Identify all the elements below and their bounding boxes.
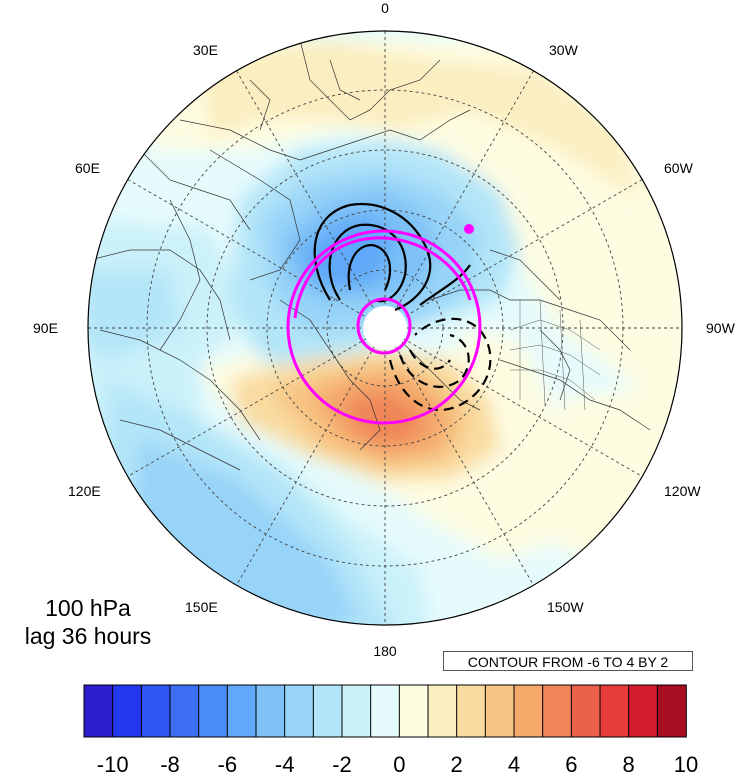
colorbar-tick-label: -10 [96,752,129,777]
map-boundary [87,30,683,626]
colorbar-swatch [427,684,458,738]
lon-label-90w: 90W [706,320,736,336]
colorbar-swatch [656,684,687,738]
lon-label-180: 180 [373,643,397,659]
colorbar-tick-label: 8 [622,752,635,777]
colorbar-swatch [542,684,573,738]
magenta-marker [464,224,474,234]
colorbar-swatch [570,684,601,738]
colorbar-swatch [112,684,143,738]
colorbar-tick-label: 4 [507,752,521,777]
colorbar-tick-label: 6 [565,752,578,777]
colorbar-swatch [599,684,630,738]
lon-label-30e: 30E [193,42,218,58]
colorbar-swatch [312,684,343,738]
lon-label-60w: 60W [664,160,694,176]
contour-info-box: CONTOUR FROM -6 TO 4 BY 2 [443,651,693,671]
colorbar-tick-label: -4 [274,752,295,777]
coastlines [89,39,651,471]
lag-label: lag 36 hours [24,623,152,649]
lon-label-60e: 60E [75,160,100,176]
colorbar-swatch [398,684,429,738]
colorbar-swatch [255,684,286,738]
level-label: 100 hPa [45,595,131,621]
colorbar-swatch [370,684,401,738]
colorbar-tick-label: -6 [217,752,238,777]
colorbar-swatch [513,684,544,738]
colorbar-tick-label: 10 [673,752,699,777]
lon-label-120w: 120W [664,483,701,499]
magenta-contours [286,229,482,425]
black-dashed-contours [388,317,492,411]
lon-label-90e: 90E [33,320,58,336]
colorbar-tick-label: -2 [332,752,352,777]
us-state-grid [509,299,601,411]
colorbar-tick-label: 2 [450,752,463,777]
lon-label-30w: 30W [549,42,579,58]
colorbar [83,684,687,738]
lon-label-0: 0 [381,0,389,16]
lon-label-120e: 120E [68,483,101,499]
colorbar-swatch [198,684,229,738]
lon-label-150e: 150E [185,599,218,615]
colorbar-swatch [456,684,487,738]
colorbar-swatch [284,684,315,738]
colorbar-swatch [341,684,372,738]
colorbar-tick-label: 0 [393,752,406,777]
colorbar-swatch [226,684,257,738]
colorbar-swatch [169,684,200,738]
colorbar-swatch [140,684,171,738]
colorbar-swatch [484,684,515,738]
polar-cap [363,306,407,350]
lon-label-150w: 150W [547,599,584,615]
colorbar-tick-label: -8 [160,752,180,777]
colorbar-swatch [628,684,659,738]
colorbar-swatch [83,684,114,738]
